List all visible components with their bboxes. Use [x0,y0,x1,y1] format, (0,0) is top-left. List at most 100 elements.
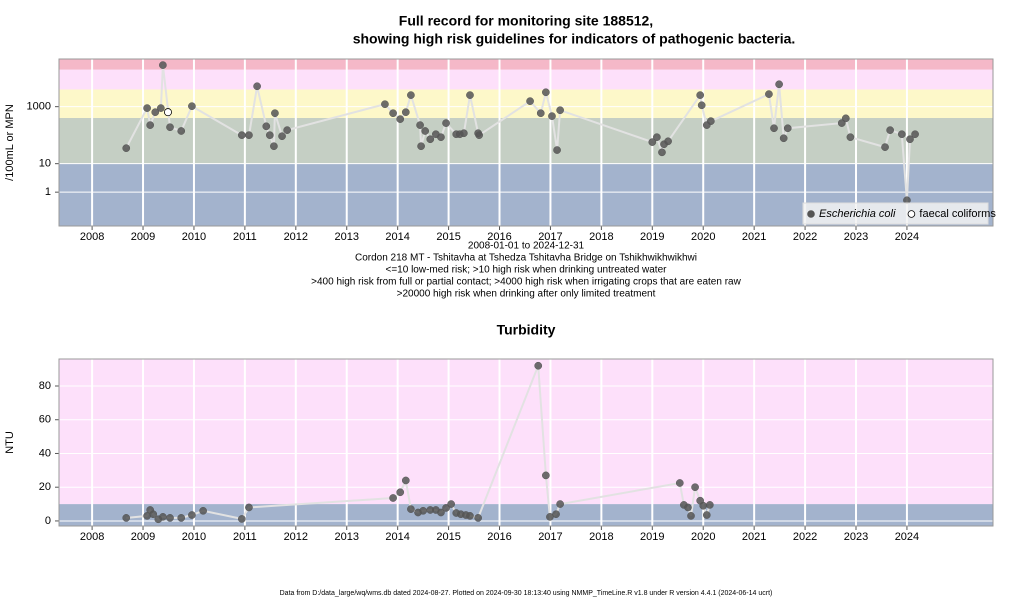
data-point [475,131,483,140]
y-tick-label: 10 [39,158,51,170]
data-point [779,134,788,143]
data-point [684,503,692,512]
x-tick-label: 2019 [640,531,664,543]
x-tick-label: 2021 [742,531,766,543]
x-tick-label: 2015 [436,231,460,243]
legend-label: faecal coliforms [919,208,996,220]
x-tick-label: 2010 [182,531,206,543]
x-tick-label: 2021 [742,231,766,243]
data-point [687,512,695,520]
caption-line: <=10 low-med risk; >10 high risk when dr… [386,265,668,276]
data-point [699,501,708,510]
data-point [381,100,389,109]
y-tick-label: 40 [39,447,51,459]
data-point [421,127,430,135]
data-point [765,90,773,98]
data-point [237,515,246,523]
risk-band [59,359,993,505]
data-point [466,512,474,520]
data-point [770,124,778,133]
data-point [897,130,906,139]
data-point [675,479,684,487]
y-tick-label: 1 [45,186,51,198]
x-tick-label: 2014 [385,531,409,543]
caption-line: Cordon 218 MT - Tshitavha at Tshedza Tsh… [355,253,697,264]
legend-box [802,202,989,225]
data-point [122,144,131,153]
data-point [159,61,167,69]
data-point [265,131,274,140]
chart-title: Turbidity [497,322,556,338]
x-tick-label: 2009 [131,231,155,243]
legend-label: Escherichia coli [819,208,896,220]
plot-frame [58,358,994,527]
data-point [775,80,783,89]
data-point [911,130,919,139]
data-point [283,126,292,134]
data-point [262,122,271,131]
data-point [846,133,855,142]
data-point [648,138,657,146]
x-tick-label: 2009 [131,531,155,543]
data-point [707,117,715,126]
caption-line: 2008-01-01 to 2024-12-31 [468,241,585,252]
x-tick-label: 2016 [487,531,511,543]
data-point [177,514,186,522]
data-point [442,119,450,127]
data-point [548,112,556,120]
data-point [278,132,286,141]
data-point [253,82,261,91]
data-point [166,123,174,132]
data-point [166,514,174,522]
data-point [556,500,564,508]
caption-line: >20000 high risk when drinking after onl… [397,289,656,300]
x-tick-label: 2008 [80,231,104,243]
x-tick-label: 2017 [538,231,562,243]
plot-frame [58,58,994,227]
x-tick-label: 2017 [538,531,562,543]
data-point [841,114,850,123]
x-tick-label: 2022 [793,231,817,243]
x-tick-label: 2024 [895,231,919,243]
x-tick-label: 2018 [589,531,613,543]
data-point [705,501,714,509]
chart-subtitle: showing high risk guidelines for indicat… [353,31,796,47]
x-tick-label: 2020 [691,531,715,543]
data-point [702,511,711,519]
data-point [553,146,561,154]
data-point [552,510,560,519]
data-point [245,503,253,512]
data-point [199,506,207,515]
x-tick-label: 2023 [844,531,868,543]
data-point [270,142,278,151]
data-point [664,137,672,146]
legend-marker [907,210,916,218]
data-point [401,108,410,117]
data-point [536,109,545,118]
data-point [396,488,405,497]
x-tick-label: 2014 [385,231,409,243]
y-tick-label: 0 [45,515,51,527]
data-point [906,135,914,144]
y-tick-label: 1000 [27,101,51,113]
data-point [177,127,186,135]
y-tick-label: 20 [39,481,51,493]
x-tick-label: 2018 [589,231,613,243]
x-tick-label: 2013 [334,531,358,543]
data-point [122,514,131,522]
data-point [534,361,543,370]
data-point [188,511,196,519]
legend-marker [807,210,815,218]
data-point [653,133,661,142]
x-tick-label: 2015 [436,531,460,543]
x-tick-label: 2012 [284,531,308,543]
data-point [542,471,550,480]
data-point [396,115,405,123]
x-tick-label: 2010 [182,231,206,243]
y-axis-label: NTU [4,431,16,454]
data-point [442,504,450,512]
data-point [460,129,468,138]
data-point [163,108,172,117]
risk-band [59,59,993,70]
data-point [447,500,455,508]
